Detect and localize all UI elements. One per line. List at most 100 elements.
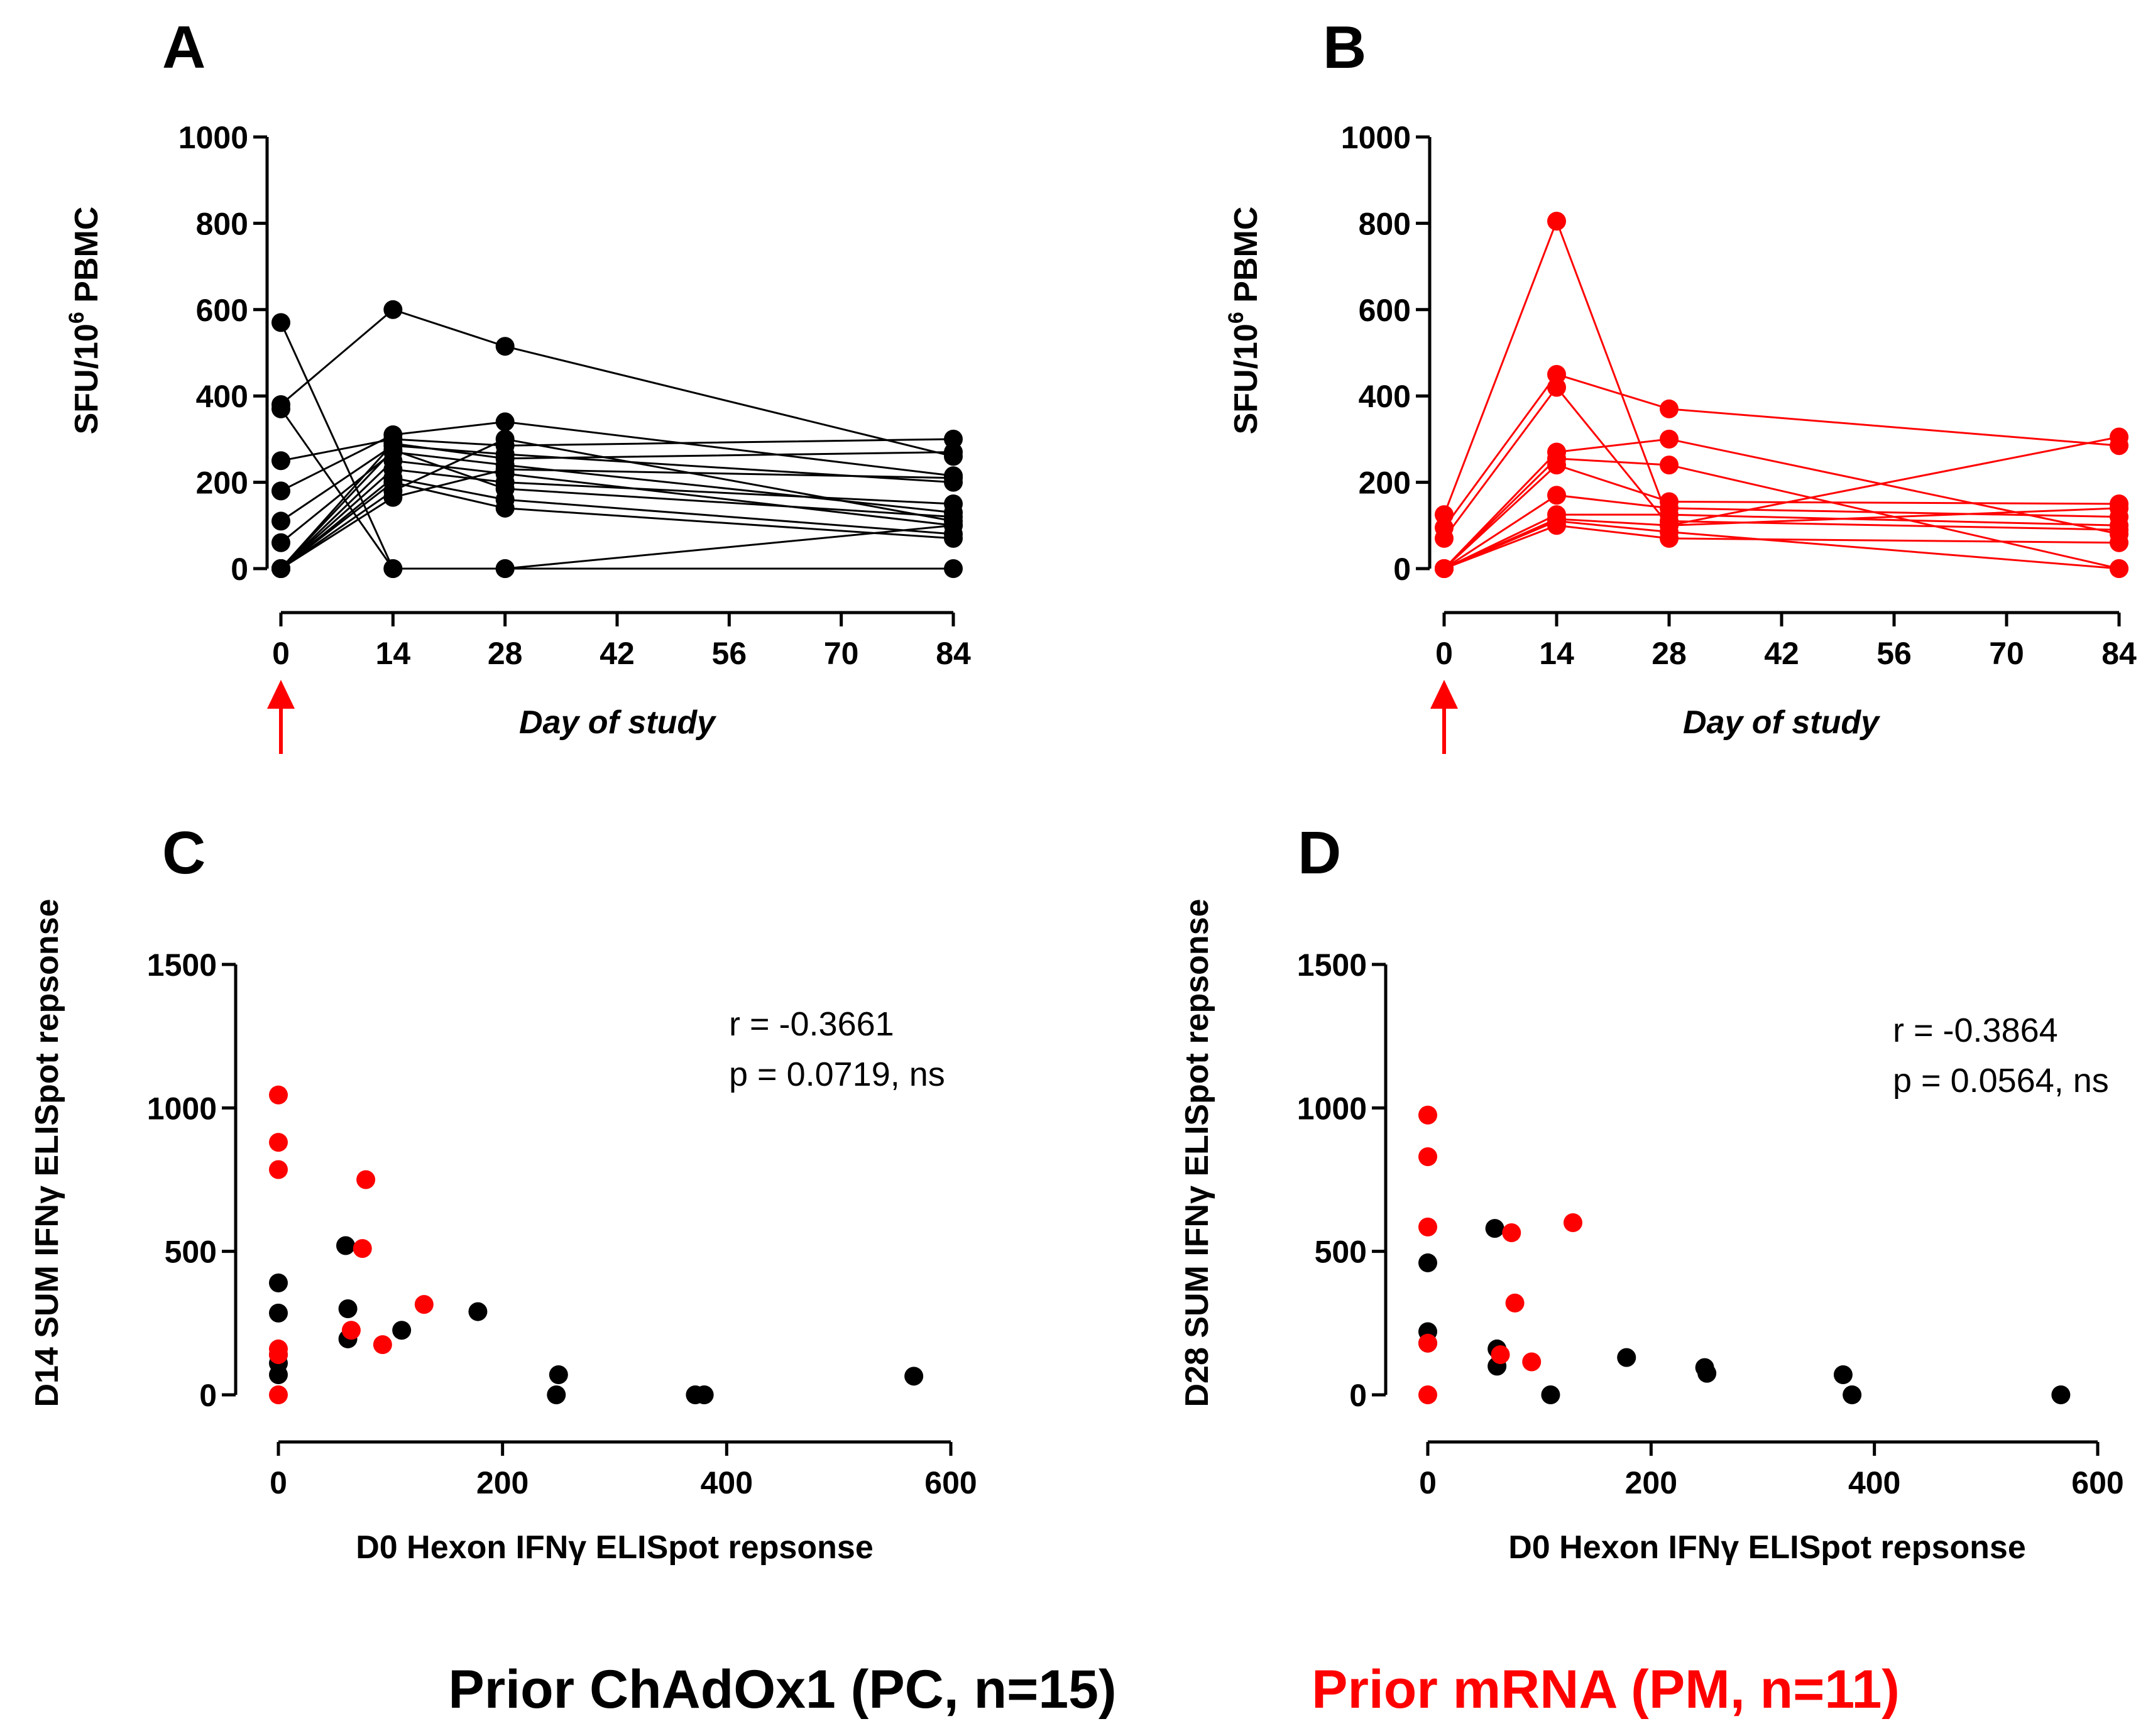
panel-c-scatter-point bbox=[338, 1299, 358, 1318]
panel-d-y-tick-label: 0 bbox=[1349, 1378, 1367, 1413]
panel-d-scatter-point bbox=[1563, 1213, 1582, 1232]
panel-a-data-point bbox=[383, 559, 403, 578]
panel-d-scatter-point bbox=[1843, 1385, 1862, 1404]
panel-a-data-point bbox=[271, 533, 290, 552]
panel-b-data-point bbox=[1660, 456, 1679, 475]
panel-a-y-tick-label: 600 bbox=[196, 293, 248, 328]
panel-b-x-tick-label: 70 bbox=[1989, 636, 2024, 671]
panel-a-series-line bbox=[280, 408, 953, 570]
panel-c-x-tick-label: 200 bbox=[476, 1465, 529, 1500]
panel-c-scatter-point bbox=[341, 1321, 361, 1340]
panel-a-data-point bbox=[495, 479, 515, 498]
panel-d-scatter-point bbox=[1418, 1333, 1437, 1353]
panel-c-scatter-point bbox=[694, 1385, 714, 1404]
panel-b-data-point bbox=[2110, 559, 2128, 578]
panel-d-scatter-point bbox=[1418, 1147, 1437, 1166]
legend-prior-chadox1: Prior ChAdOx1 (PC, n=15) bbox=[448, 1659, 1116, 1720]
panel-a-data-point bbox=[271, 451, 290, 471]
panel-b-x-tick-label: 28 bbox=[1652, 636, 1687, 671]
panel-b-x-tick-label: 14 bbox=[1539, 636, 1574, 671]
panel-b-x-axis-title: Day of study bbox=[1683, 704, 1881, 741]
panel-a-series-line bbox=[280, 477, 954, 570]
panel-d-x-tick-label: 400 bbox=[1848, 1465, 1900, 1500]
panel-a-data-point bbox=[495, 498, 515, 518]
panel-b-data-point bbox=[1435, 559, 1454, 578]
panel-a-data-point bbox=[271, 559, 290, 578]
panel-c-x-tick-label: 600 bbox=[924, 1465, 977, 1500]
panel-b-x-tick-label: 56 bbox=[1876, 636, 1912, 671]
panel-c-scatter-point bbox=[269, 1160, 288, 1179]
panel-a-data-point bbox=[944, 559, 963, 578]
panel-a-data-point bbox=[495, 559, 515, 578]
panel-c-points bbox=[269, 1085, 924, 1404]
panel-a-data-point bbox=[495, 412, 515, 432]
panel-a-series-line bbox=[280, 468, 954, 570]
panel-a-x-tick-label: 0 bbox=[272, 636, 290, 671]
panel-a-data-point bbox=[944, 442, 963, 462]
panel-c-scatter-point bbox=[468, 1302, 488, 1321]
panel-d-y-tick-label: 1500 bbox=[1297, 947, 1367, 983]
panel-b-y-tick-label: 200 bbox=[1359, 466, 1411, 501]
panel-d-points bbox=[1418, 1105, 2071, 1404]
panel-b-points bbox=[1435, 211, 2128, 578]
panel-b-series-line bbox=[1443, 218, 2120, 531]
panel-d-x-tick-label: 600 bbox=[2071, 1465, 2123, 1500]
panel-a-x-tick-label: 84 bbox=[936, 636, 971, 671]
panel-b-y-tick-label: 800 bbox=[1359, 206, 1411, 241]
panel-a-x-tick-label: 14 bbox=[376, 636, 411, 671]
panel-c-axes bbox=[234, 964, 951, 1444]
panel-d-scatter-point bbox=[1418, 1385, 1437, 1404]
panel-a-data-point bbox=[271, 313, 290, 332]
panel-b: B SFU/106 PBMC Day of study 0 200 400 600 80… bbox=[1224, 14, 2137, 754]
panel-b-data-point bbox=[1547, 456, 1566, 475]
panel-a-series-line bbox=[280, 438, 954, 462]
panel-c: C D14 SUM IFNγ ELISpot repsonse D0 Hexon… bbox=[29, 819, 977, 1566]
panel-a-data-point bbox=[944, 494, 963, 513]
panel-d-scatter-point bbox=[1418, 1217, 1437, 1236]
panel-d-x-tick-label: 0 bbox=[1419, 1465, 1437, 1500]
panel-d-ticks: 0 500 1000 1500 0 200 400 600 bbox=[1297, 947, 2124, 1500]
panel-d-stat-r: r = -0.3864 bbox=[1893, 1012, 2058, 1049]
panel-d-scatter-point bbox=[1697, 1363, 1717, 1383]
panel-b-data-point bbox=[1547, 211, 1566, 231]
panel-b-series-line bbox=[1443, 373, 2120, 528]
panel-b-data-point bbox=[1547, 516, 1566, 535]
panel-d-scatter-point bbox=[1418, 1253, 1437, 1272]
panel-a-arrow-head bbox=[267, 680, 295, 709]
panel-b-series-line bbox=[1444, 520, 2120, 570]
panel-b-label: B bbox=[1323, 14, 1366, 81]
panel-c-x-tick-label: 400 bbox=[701, 1465, 753, 1500]
panel-a-data-point bbox=[383, 300, 403, 319]
panel-b-series-lines bbox=[1443, 218, 2120, 570]
panel-d-scatter-point bbox=[1522, 1352, 1542, 1372]
panel-a-points bbox=[271, 300, 963, 578]
panel-b-data-point bbox=[2110, 516, 2128, 535]
panel-c-scatter-point bbox=[373, 1335, 392, 1355]
panel-c-scatter-point bbox=[269, 1303, 288, 1323]
panel-b-data-point bbox=[1547, 378, 1566, 397]
panel-c-scatter-point bbox=[549, 1365, 568, 1385]
panel-a-series-line bbox=[280, 481, 954, 570]
panel-a-y-axis-title: SFU/106 PBMC bbox=[65, 207, 105, 435]
panel-c-scatter-point bbox=[269, 1133, 288, 1152]
panel-a-x-tick-label: 56 bbox=[712, 636, 747, 671]
legend-prior-mrna: Prior mRNA (PM, n=11) bbox=[1312, 1659, 1900, 1720]
panel-d-y-axis-title: D28 SUM IFNγ ELISpot repsonse bbox=[1179, 898, 1215, 1407]
panel-b-ticks: 0 200 400 600 800 1000 0 14 28 42 56 70 84 bbox=[1341, 120, 2137, 671]
panel-b-y-tick-label: 400 bbox=[1359, 379, 1411, 414]
panel-a-series-line bbox=[280, 420, 954, 492]
panel-c-scatter-point bbox=[414, 1295, 434, 1314]
panel-c-scatter-point bbox=[269, 1385, 288, 1404]
panel-a-y-tick-label: 0 bbox=[231, 552, 248, 587]
panel-b-series-line bbox=[1443, 386, 2120, 539]
panel-c-scatter-point bbox=[353, 1239, 372, 1258]
panel-d-label: D bbox=[1298, 819, 1341, 887]
panel-a-data-point bbox=[271, 399, 290, 418]
panel-c-ticks: 0 500 1000 1500 0 200 400 600 bbox=[147, 947, 977, 1500]
panel-c-x-axis-title: D0 Hexon IFNγ ELISpot repsonse bbox=[356, 1529, 874, 1566]
panel-a-series-line bbox=[280, 449, 954, 570]
panel-a-data-point bbox=[944, 429, 963, 449]
panel-a-series-line bbox=[280, 468, 954, 570]
panel-a-x-tick-label: 42 bbox=[600, 636, 635, 671]
panel-a-series-line bbox=[280, 308, 954, 457]
